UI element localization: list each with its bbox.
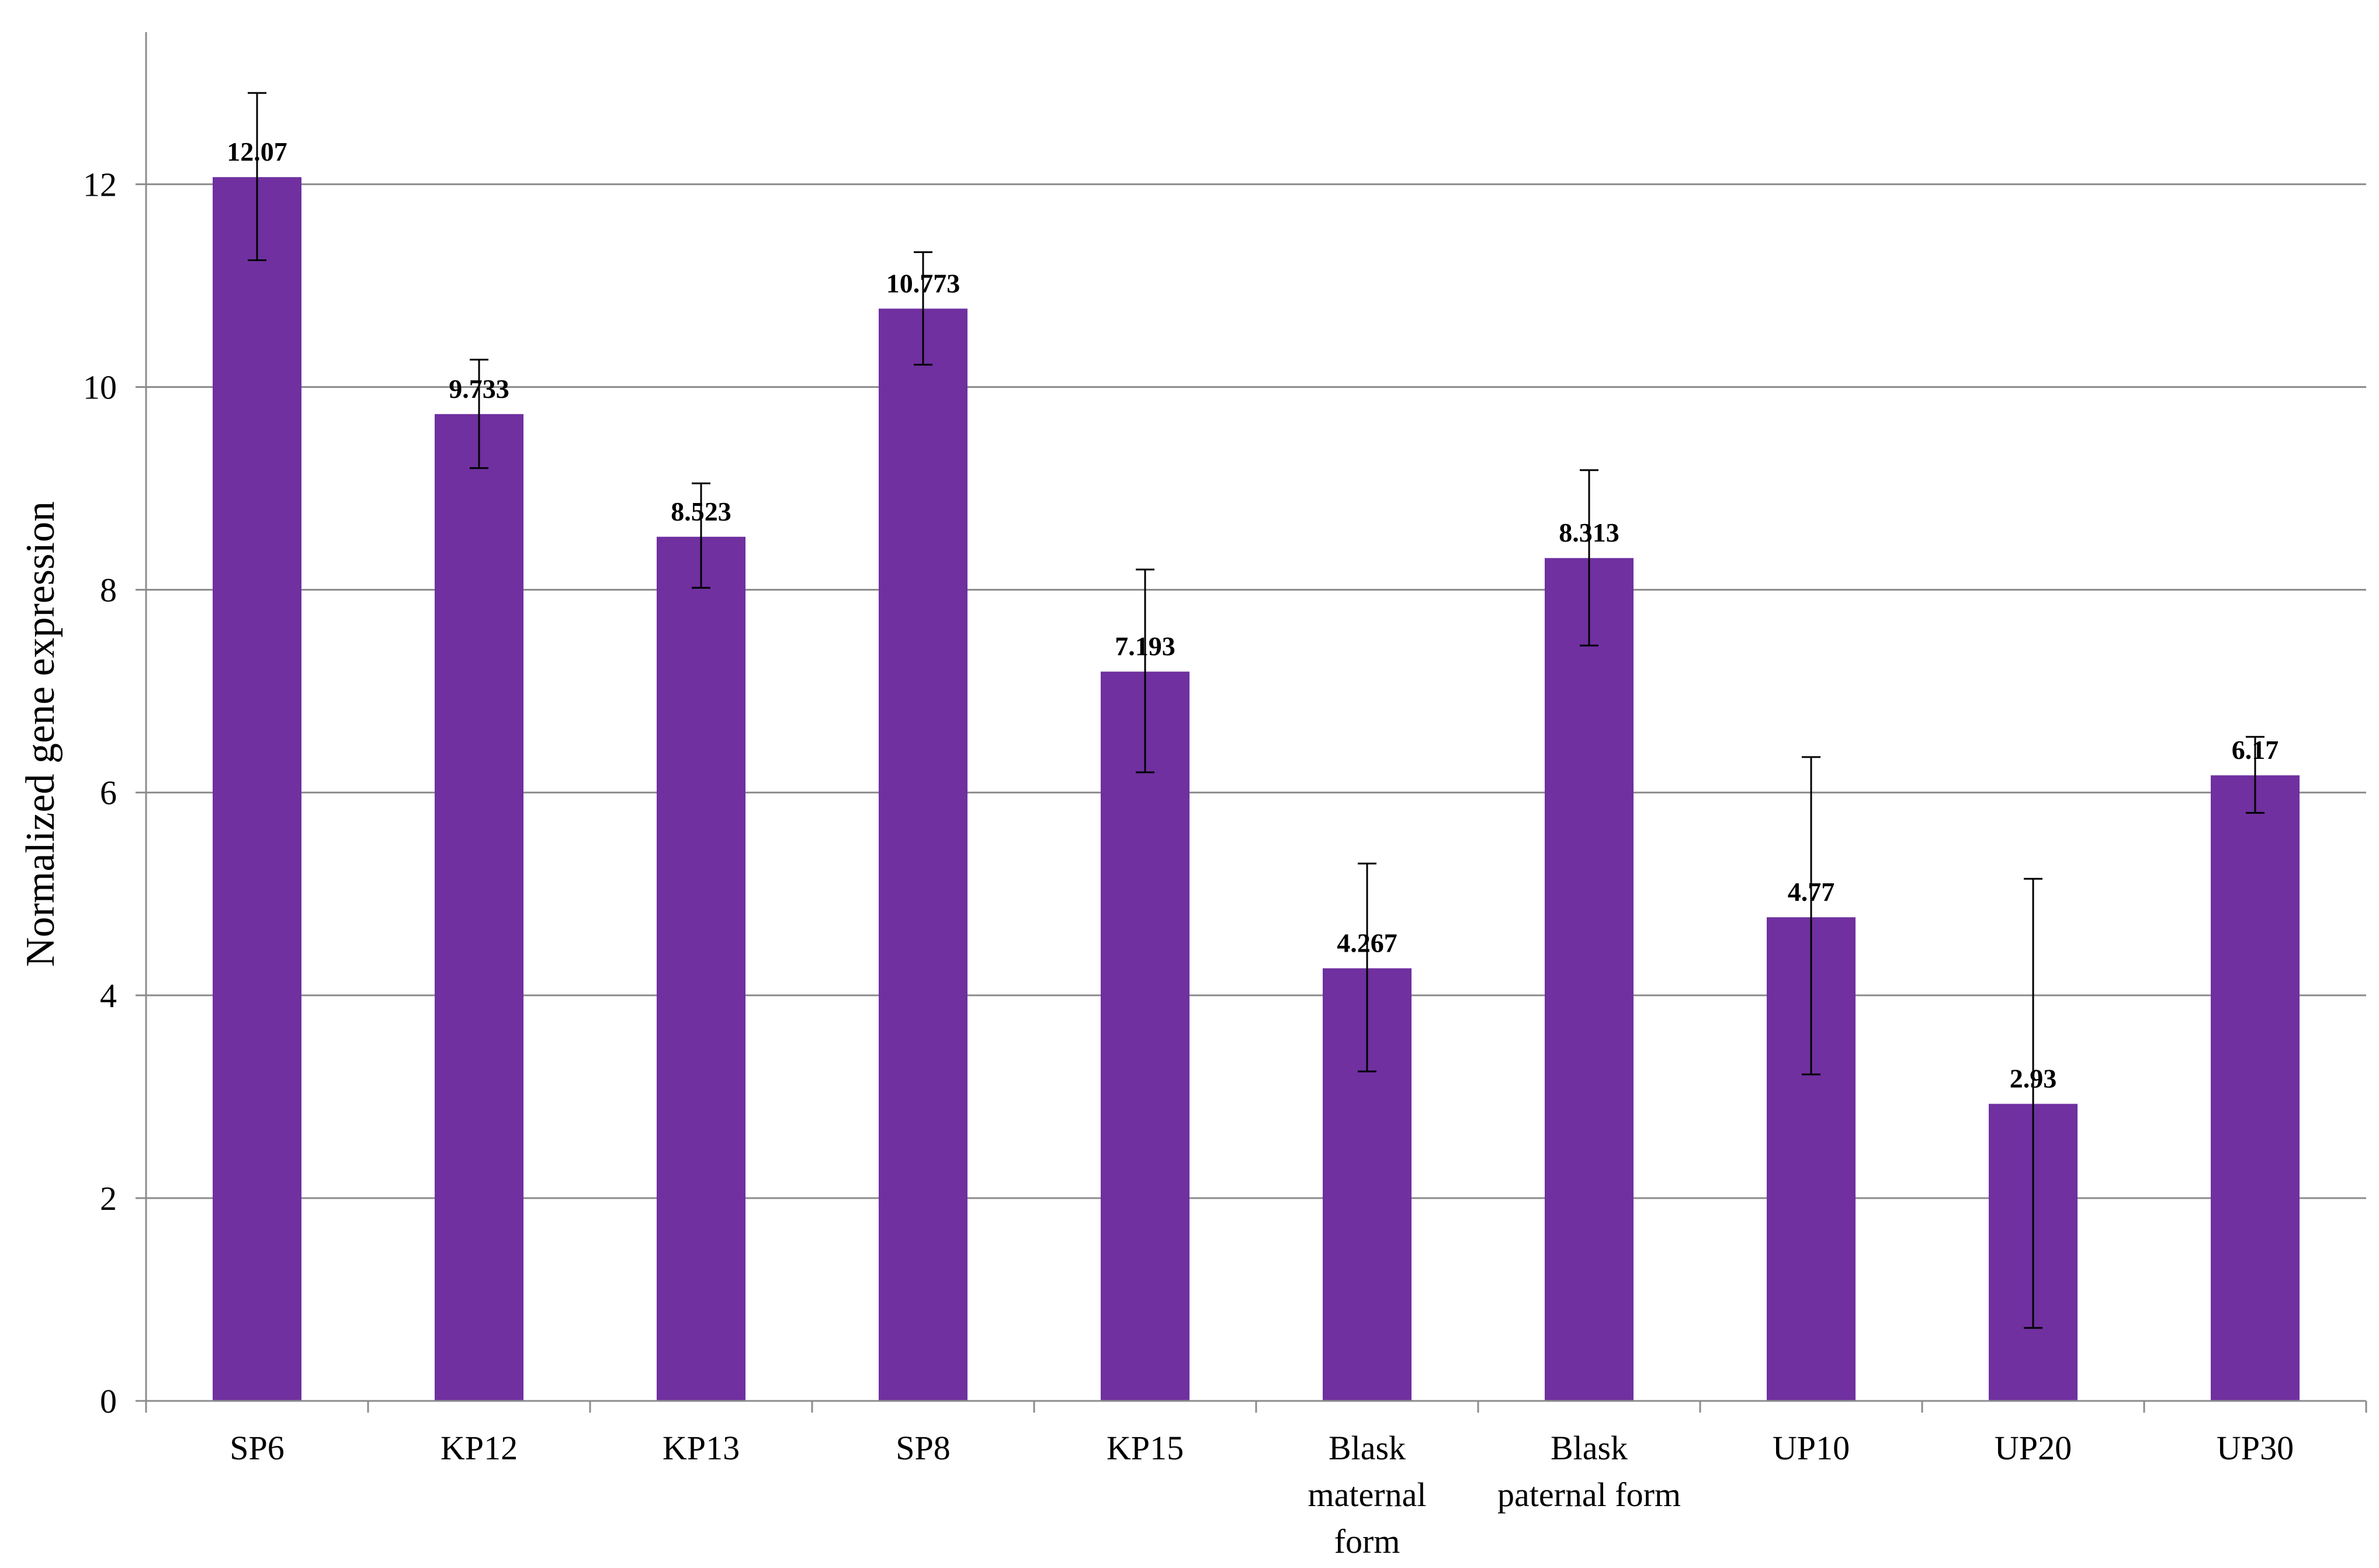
bar — [1545, 558, 1634, 1401]
error-bar — [692, 482, 710, 589]
x-tick-label: KP15 — [1107, 1429, 1184, 1467]
x-tick-label: KP12 — [441, 1429, 518, 1467]
data-label: 6.17 — [2232, 735, 2279, 765]
x-tick-label: KP13 — [663, 1429, 740, 1467]
data-label: 10.773 — [886, 268, 960, 298]
data-label: 7.193 — [1115, 632, 1175, 661]
y-tick-label: 4 — [100, 977, 117, 1015]
bar — [213, 177, 301, 1401]
y-tick-label: 2 — [100, 1180, 117, 1217]
data-label: 4.267 — [1337, 928, 1397, 958]
y-tick-label: 10 — [83, 368, 117, 406]
error-bars — [248, 92, 2264, 1329]
error-bar — [1358, 862, 1376, 1073]
bar — [657, 536, 745, 1401]
x-tick-label: Blask maternal form — [1308, 1429, 1427, 1560]
error-bar — [1580, 469, 1598, 647]
error-bar — [914, 251, 932, 366]
x-tick-label: SP6 — [230, 1429, 285, 1467]
x-tick-label: SP8 — [896, 1429, 951, 1467]
y-tick-label: 6 — [100, 774, 117, 812]
data-label: 4.77 — [1788, 877, 1835, 907]
bar — [1101, 671, 1190, 1401]
bars — [213, 177, 2300, 1402]
x-tick-label: Blask paternal form — [1497, 1429, 1681, 1514]
data-label: 8.523 — [671, 497, 731, 526]
y-tick-label: 12 — [83, 165, 117, 203]
bar — [435, 414, 523, 1402]
error-bar — [248, 92, 266, 261]
data-label: 9.733 — [449, 374, 509, 404]
error-bar — [470, 359, 488, 469]
labels: 0 2 4 6 8 10 12 12.07 SP6 9.733 KP12 8.523 KP13 10.77… — [83, 137, 2294, 1560]
x-tick-label: UP10 — [1773, 1429, 1850, 1467]
bar — [879, 308, 967, 1401]
error-bar — [2246, 736, 2264, 814]
error-bar — [1802, 756, 1820, 1076]
x-tick-label: UP20 — [1995, 1429, 2072, 1467]
error-bar — [2024, 877, 2042, 1329]
data-label: 2.93 — [2010, 1063, 2057, 1093]
y-tick-label: 0 — [100, 1382, 117, 1420]
data-label: 12.07 — [227, 137, 287, 166]
x-tick-label: UP30 — [2217, 1429, 2294, 1467]
bar — [2211, 775, 2300, 1401]
axes — [136, 32, 2367, 1413]
y-axis-title: Normalized gene expression — [18, 501, 63, 967]
y-tick-label: 8 — [100, 571, 117, 609]
data-label: 8.313 — [1559, 518, 1619, 547]
error-bar — [1136, 568, 1154, 773]
